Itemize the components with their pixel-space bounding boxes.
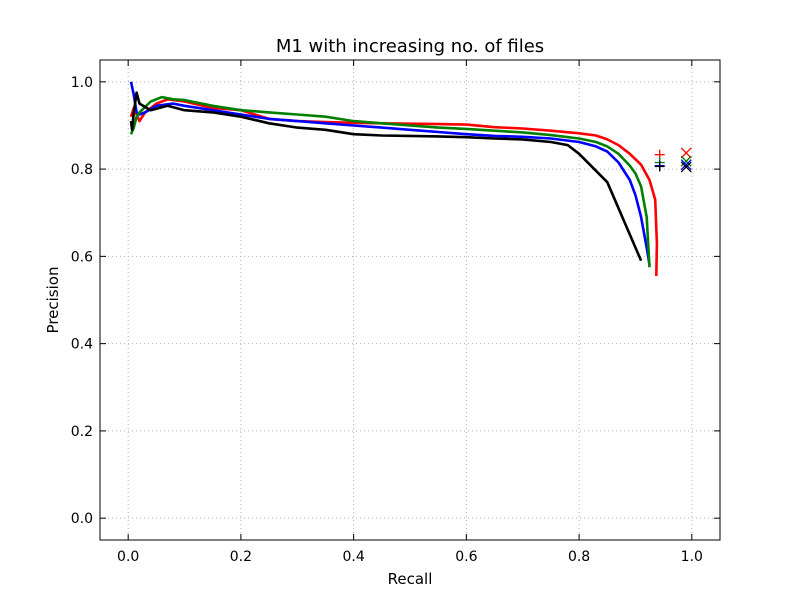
x-marker xyxy=(680,159,692,171)
x-tick-label: 0.2 xyxy=(230,549,252,565)
x-tick-label: 1.0 xyxy=(681,549,703,565)
x-marker xyxy=(680,147,692,159)
y-tick-label: 0.4 xyxy=(71,337,93,353)
chart-title: M1 with increasing no. of files xyxy=(276,36,544,57)
x-tick-label: 0.0 xyxy=(117,549,139,565)
marker-stroke xyxy=(680,161,692,173)
y-tick-label: 1.0 xyxy=(71,75,93,91)
grid-lines xyxy=(100,60,720,540)
x-tick-label: 0.6 xyxy=(455,549,477,565)
x-marker xyxy=(680,161,692,173)
x-axis-label: Recall xyxy=(388,570,433,588)
marker-layer xyxy=(654,147,692,173)
y-tick-label: 0.2 xyxy=(71,424,93,440)
marker-stroke xyxy=(680,155,692,167)
x-tick-label: 0.4 xyxy=(343,549,365,565)
series-line-3 xyxy=(129,95,651,268)
y-tick-label: 0.8 xyxy=(71,162,93,178)
series-line-4 xyxy=(129,91,643,262)
y-axis-label: Precision xyxy=(44,267,62,334)
x-marker xyxy=(680,155,692,167)
marker-stroke xyxy=(680,159,692,171)
marker-stroke xyxy=(680,147,692,159)
series-line-2 xyxy=(129,81,651,266)
axis-ticks: 0.0 0.2 0.4 0.6 0.8 1.0 0.0 0.2 0.4 0.6 0.8 1.0 xyxy=(71,60,720,565)
plot-frame xyxy=(99,59,721,541)
plus-marker xyxy=(654,161,665,172)
x-tick-label: 0.8 xyxy=(568,549,590,565)
series-line-1 xyxy=(129,98,659,277)
y-tick-label: 0.6 xyxy=(71,249,93,265)
series-layer xyxy=(129,81,659,277)
y-tick-label: 0.0 xyxy=(71,511,93,527)
